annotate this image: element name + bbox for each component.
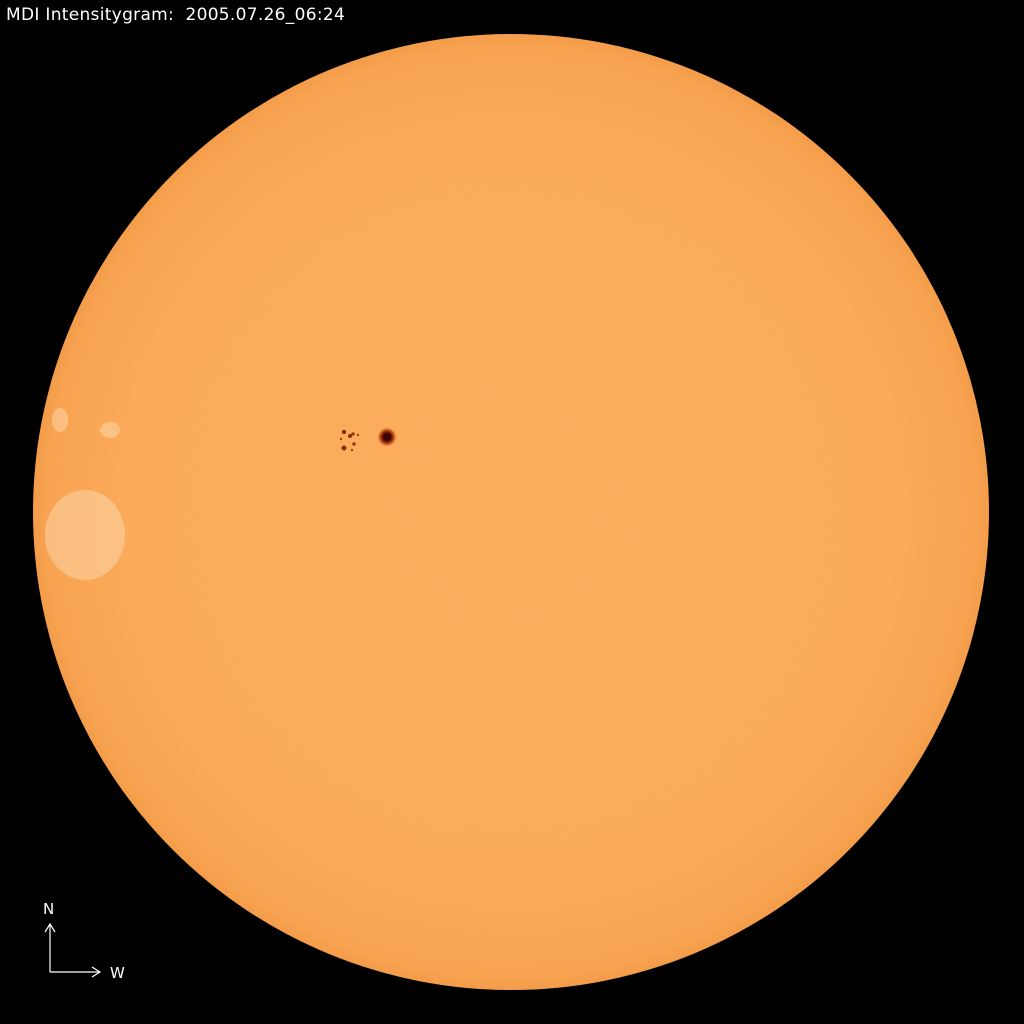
granulation-texture [33,34,989,990]
sunspot-small [341,429,347,435]
sunspot-group [339,427,397,452]
faculae [45,408,125,580]
compass-west-label: W [110,964,125,982]
compass [44,922,102,978]
compass-north-label: N [43,900,54,918]
image-title: MDI Intensitygram: 2005.07.26_06:24 [6,5,346,25]
